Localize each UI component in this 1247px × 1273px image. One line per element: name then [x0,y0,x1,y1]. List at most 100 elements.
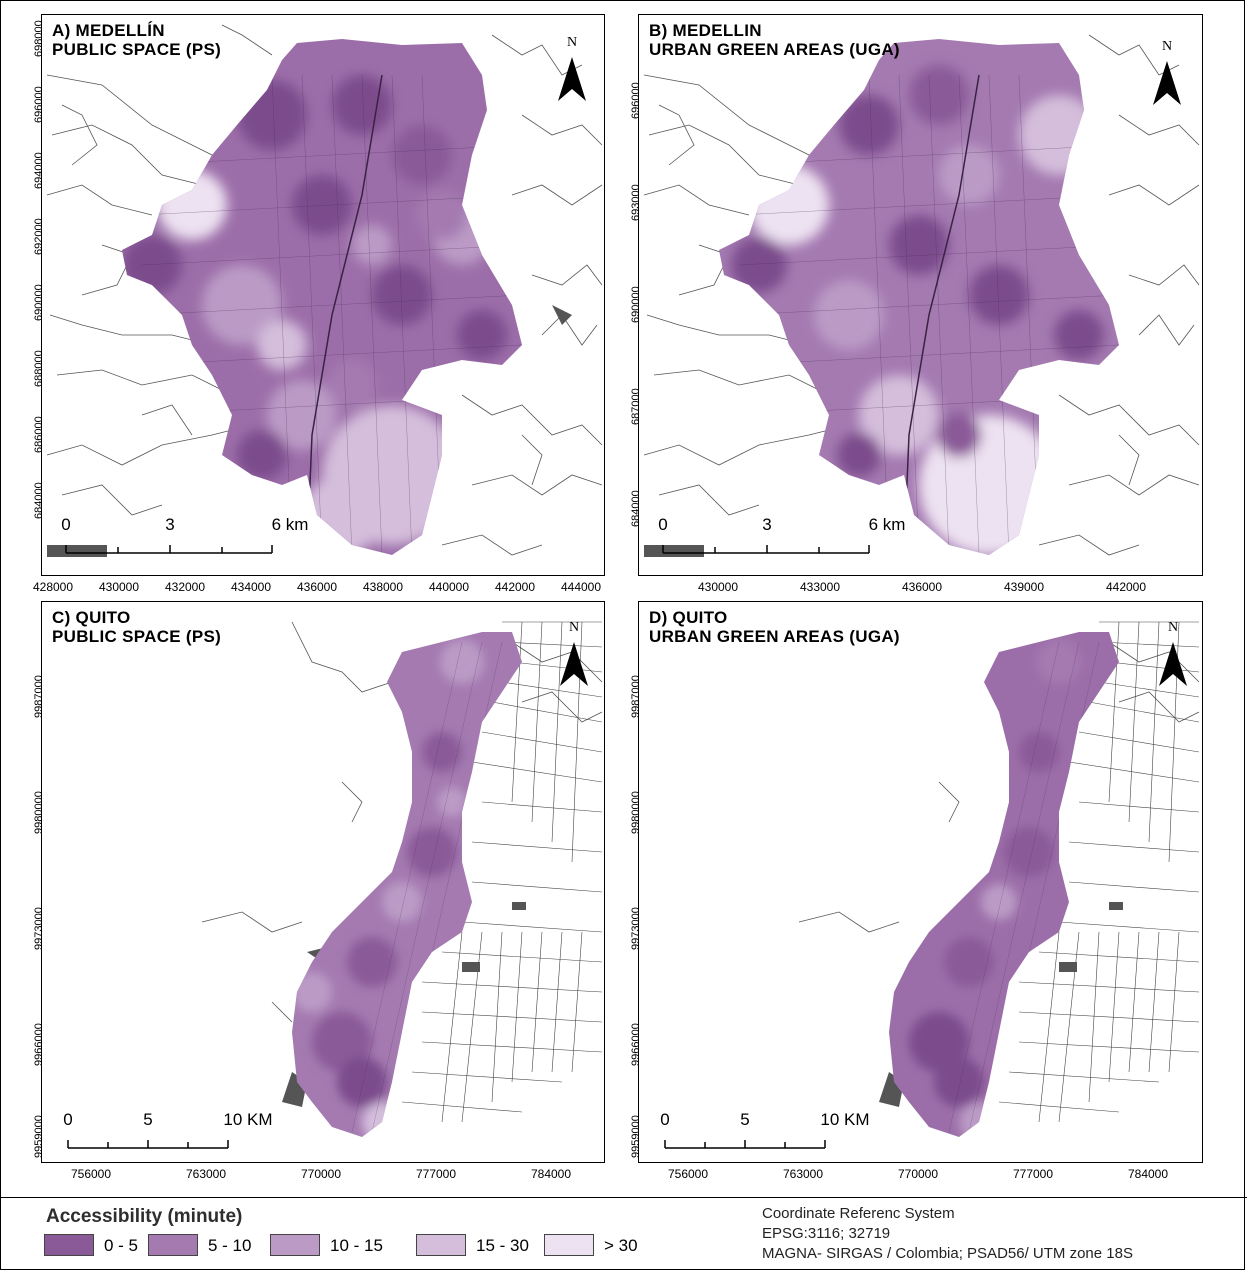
road-network [643,34,1200,556]
x-tick-label: 770000 [300,1167,342,1181]
accessibility-surface [292,632,522,1137]
legend-swatch [270,1234,320,1256]
x-tick-label: 440000 [428,580,470,594]
crs-line: MAGNA- SIRGAS / Colombia; PSAD56/ UTM zo… [762,1245,1133,1262]
scale-label-mid: 5 [740,1110,750,1129]
x-tick-label: 438000 [362,580,404,594]
panel-c-y-axis: 9987000 9980000 9973000 9966000 9959000 [24,601,54,1163]
scale-bar-graphic [664,1140,826,1149]
y-tick-label: 694000 [33,152,45,189]
y-tick-label: 9973000 [33,907,45,950]
scale-bar-graphic [65,545,273,554]
panel-d-title: D) QUITO URBAN GREEN AREAS (UGA) [649,608,900,646]
quito-uga-map [798,621,1200,1137]
north-label: N [1161,39,1173,54]
accessibility-surface [122,39,522,555]
y-tick-label: 692000 [33,218,45,255]
panel-title-line2: URBAN GREEN AREAS (UGA) [649,627,900,646]
x-tick-label: 428000 [32,580,74,594]
road-network [46,24,603,556]
x-tick-label: 436000 [296,580,338,594]
crs-note: Coordinate Referenc System EPSG:3116; 32… [762,1204,1133,1264]
north-arrow: N [554,620,594,686]
scale-label-end: 6 km [271,515,309,534]
y-tick-label: 9966000 [33,1023,45,1066]
accessibility-surface [719,39,1119,555]
x-tick-label: 442000 [1105,580,1147,594]
north-arrow: N [552,35,592,101]
y-tick-label: 696000 [630,82,642,119]
panel-c-x-axis: 756000 763000 770000 777000 784000 [41,1167,605,1183]
accessibility-surface [889,632,1119,1137]
crs-line: EPSG:3116; 32719 [762,1225,891,1242]
panel-b-y-axis: 696000 693000 690000 687000 684000 [621,14,651,576]
y-tick-label: 9987000 [33,675,45,718]
scale-label-mid: 5 [143,1110,153,1129]
legend-label: 10 - 15 [330,1236,383,1255]
scale-label-mid: 3 [165,515,175,534]
legend-swatch [148,1234,198,1256]
north-label: N [568,620,580,635]
y-tick-label: 696000 [33,86,45,123]
map-panel-b: B) MEDELLIN URBAN GREEN AREAS (UGA) N 0 … [638,14,1203,576]
urban-road-mesh [401,621,603,1123]
x-tick-label: 434000 [230,580,272,594]
y-tick-label: 9980000 [33,791,45,834]
x-tick-label: 756000 [70,1167,112,1181]
scale-label-0: 0 [63,1110,73,1129]
north-arrow-icon [560,642,588,686]
y-tick-label: 684000 [630,490,642,527]
y-tick-label: 690000 [33,284,45,321]
map-panel-a: A) MEDELLÍN PUBLIC SPACE (PS) N 0 3 6 km [41,14,605,576]
crs-line: Coordinate Referenc System [762,1205,955,1222]
x-tick-label: 784000 [1127,1167,1169,1181]
x-tick-label: 763000 [185,1167,227,1181]
scale-label-mid: 3 [762,515,772,534]
panel-title-line1: A) MEDELLÍN [52,21,165,40]
x-tick-label: 756000 [667,1167,709,1181]
scale-label-end: 10 KM [820,1110,870,1129]
y-tick-label: 687000 [630,388,642,425]
north-arrow: N [1153,620,1193,686]
x-tick-label: 763000 [782,1167,824,1181]
x-tick-label: 432000 [164,580,206,594]
scale-bar-graphic [67,1140,229,1149]
north-arrow: N [1147,39,1187,105]
panel-a-title: A) MEDELLÍN PUBLIC SPACE (PS) [52,21,221,59]
scale-label-end: 6 km [868,515,906,534]
scale-bar: 0 3 6 km [658,515,905,565]
x-tick-label: 777000 [1012,1167,1054,1181]
legend-swatch [416,1234,466,1256]
y-tick-label: 9959000 [630,1115,642,1158]
x-tick-label: 430000 [697,580,739,594]
legend-label: > 30 [604,1236,638,1255]
legend: Accessibility (minute) 0 - 5 5 - 10 10 -… [0,1197,1247,1273]
legend-label: 0 - 5 [104,1236,139,1255]
x-tick-label: 436000 [901,580,943,594]
panel-c-title: C) QUITO PUBLIC SPACE (PS) [52,608,221,646]
north-arrow-icon [1159,642,1187,686]
y-tick-label: 9987000 [630,675,642,718]
y-tick-label: 9973000 [630,907,642,950]
panel-title-line2: PUBLIC SPACE (PS) [52,627,222,646]
panel-title-line1: D) QUITO [649,608,728,627]
y-tick-label: 688000 [33,350,45,387]
x-tick-label: 777000 [415,1167,457,1181]
x-tick-label: 439000 [1003,580,1045,594]
dark-patches [644,545,704,557]
north-arrow-icon [1153,61,1181,105]
medellin-ps-map [46,24,603,557]
legend-label: 5 - 10 [208,1236,252,1255]
medellin-uga-map [643,34,1200,557]
legend-title: Accessibility (minute) [46,1206,243,1227]
panel-a-y-axis: 698000 696000 694000 692000 690000 68800… [24,14,54,576]
quito-ps-map [201,621,603,1137]
road-network [201,621,603,1023]
y-tick-label: 9980000 [630,791,642,834]
dark-patches [47,305,572,557]
panel-b-x-axis: 430000 433000 436000 439000 442000 [638,580,1203,596]
legend-swatch [544,1234,594,1256]
panel-title-line1: B) MEDELLIN [649,21,762,40]
x-tick-label: 770000 [897,1167,939,1181]
